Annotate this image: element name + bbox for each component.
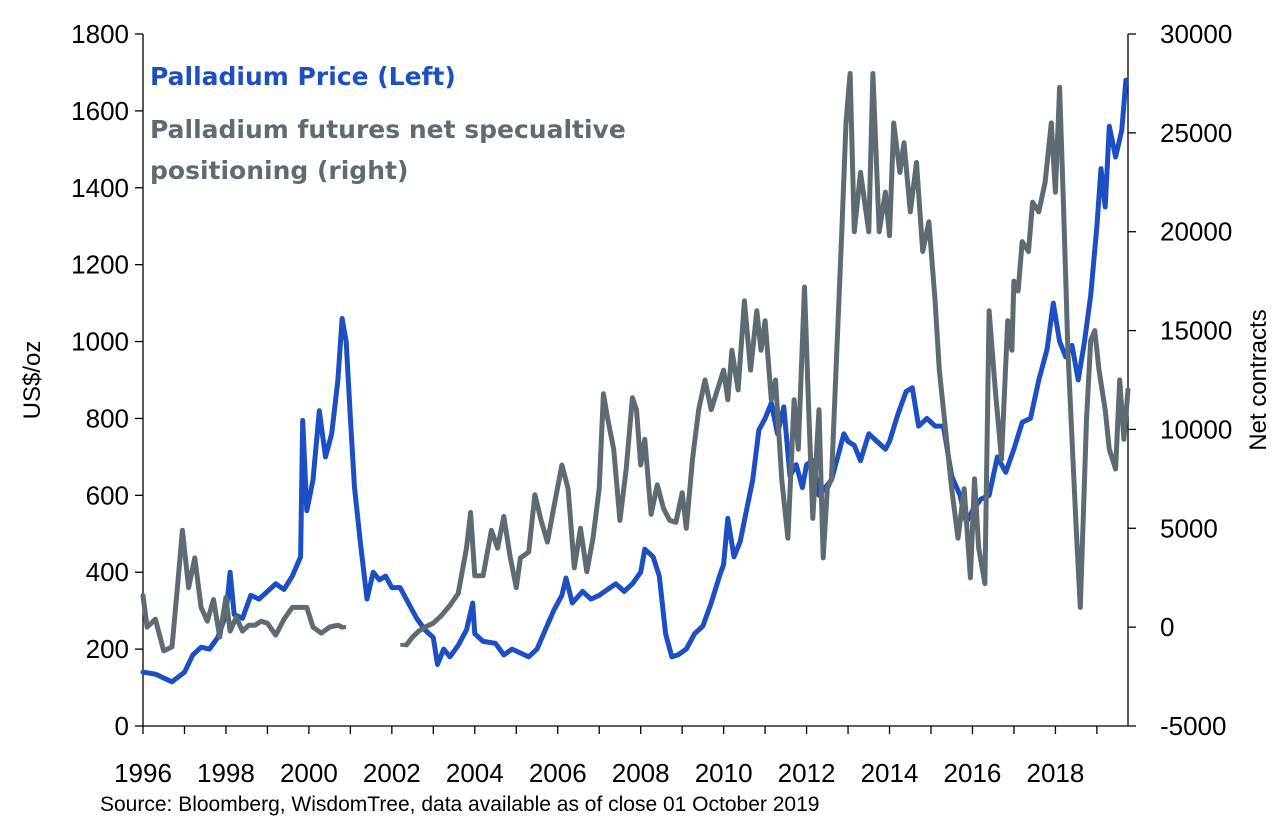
y-left-tick-label: 1200	[71, 250, 129, 280]
x-tick-label: 2018	[1026, 758, 1084, 788]
y-right-tick-label: 15000	[1160, 316, 1232, 346]
x-tick-label: 1998	[197, 758, 255, 788]
source-note: Source: Bloomberg, WisdomTree, data avai…	[100, 793, 819, 816]
y-left-tick-label: 800	[86, 403, 129, 433]
y-left-tick-label: 0	[115, 711, 129, 741]
y-axis-left-title: US$/oz	[19, 341, 46, 420]
x-tick-label: 2014	[861, 758, 919, 788]
y-left-tick-label: 1400	[71, 173, 129, 203]
y-right-tick-label: 25000	[1160, 118, 1232, 148]
legend-positioning-label-line1: Palladium futures net specualtive	[150, 115, 626, 144]
y-left-tick-label: 400	[86, 557, 129, 587]
y-right-tick-label: -5000	[1160, 711, 1227, 741]
series-price-line-segment-0	[140, 77, 1129, 685]
y-left-tick-label: 1600	[71, 96, 129, 126]
x-tick-label: 2010	[695, 758, 753, 788]
series-layer	[140, 71, 1131, 685]
y-right-tick-label: 10000	[1160, 414, 1232, 444]
series-positioning-line-segment-0	[140, 527, 345, 654]
legend-positioning-label-line2: positioning (right)	[150, 156, 408, 185]
y-right-tick-label: 5000	[1160, 513, 1218, 543]
x-tick-label: 2012	[778, 758, 836, 788]
legend-price-label: Palladium Price (Left)	[150, 62, 456, 91]
x-tick-label: 2004	[446, 758, 504, 788]
y-right-tick-label: 30000	[1160, 19, 1232, 49]
y-left-tick-label: 1000	[71, 327, 129, 357]
x-tick-label: 2000	[280, 758, 338, 788]
y-left-tick-label: 600	[86, 480, 129, 510]
y-left-tick-label: 1800	[71, 19, 129, 49]
y-axis-right-title: Net contracts	[1245, 309, 1272, 450]
x-tick-label: 2006	[529, 758, 587, 788]
series-positioning-line-segment-1	[403, 71, 1131, 648]
x-tick-label: 1996	[114, 758, 172, 788]
y-right-tick-label: 0	[1160, 612, 1174, 642]
y-right-tick-label: 20000	[1160, 217, 1232, 247]
x-tick-label: 2016	[944, 758, 1002, 788]
x-tick-label: 2002	[363, 758, 421, 788]
axes: 0 200 400 600 800 1000 1200 1400 1600 1800 -5000 0 5…	[71, 19, 1232, 788]
x-tick-label: 2008	[612, 758, 670, 788]
y-left-tick-label: 200	[86, 634, 129, 664]
